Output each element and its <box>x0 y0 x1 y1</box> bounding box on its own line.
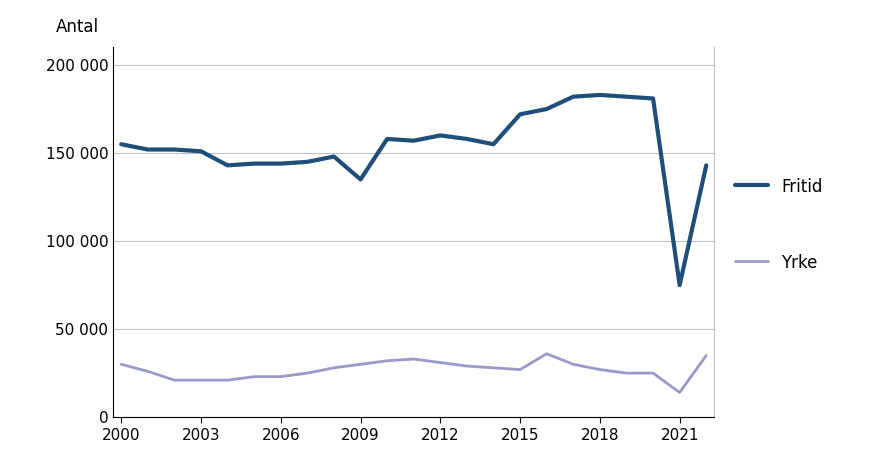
Fritid <box>542 106 552 112</box>
Yrke <box>436 360 446 365</box>
Fritid <box>381 136 392 142</box>
Yrke <box>701 353 712 358</box>
Fritid <box>116 141 126 147</box>
Yrke <box>648 370 658 376</box>
Fritid <box>568 94 578 100</box>
Yrke <box>302 370 313 376</box>
Fritid <box>302 159 313 164</box>
Text: Antal: Antal <box>56 18 99 36</box>
Fritid <box>462 136 472 142</box>
Yrke <box>116 362 126 367</box>
Fritid <box>595 92 605 98</box>
Yrke <box>328 365 339 371</box>
Yrke <box>489 365 499 371</box>
Yrke <box>381 358 392 364</box>
Fritid <box>648 96 658 101</box>
Fritid <box>275 161 286 166</box>
Yrke <box>568 362 578 367</box>
Yrke <box>249 374 260 380</box>
Yrke <box>595 367 605 373</box>
Legend: Fritid, Yrke: Fritid, Yrke <box>734 178 822 272</box>
Fritid <box>621 94 631 100</box>
Yrke <box>275 374 286 380</box>
Yrke <box>515 367 525 373</box>
Line: Fritid: Fritid <box>121 95 706 285</box>
Yrke <box>355 362 366 367</box>
Fritid <box>328 154 339 159</box>
Yrke <box>222 377 233 383</box>
Fritid <box>222 163 233 168</box>
Fritid <box>701 163 712 168</box>
Fritid <box>674 282 685 288</box>
Fritid <box>143 146 153 152</box>
Fritid <box>489 141 499 147</box>
Yrke <box>462 363 472 369</box>
Fritid <box>436 133 446 138</box>
Fritid <box>515 111 525 117</box>
Fritid <box>408 138 419 144</box>
Fritid <box>196 148 206 154</box>
Fritid <box>169 146 179 152</box>
Yrke <box>542 351 552 356</box>
Yrke <box>143 368 153 374</box>
Yrke <box>674 390 685 395</box>
Yrke <box>169 377 179 383</box>
Fritid <box>355 177 366 182</box>
Yrke <box>408 356 419 362</box>
Line: Yrke: Yrke <box>121 354 706 392</box>
Yrke <box>621 370 631 376</box>
Fritid <box>249 161 260 166</box>
Yrke <box>196 377 206 383</box>
